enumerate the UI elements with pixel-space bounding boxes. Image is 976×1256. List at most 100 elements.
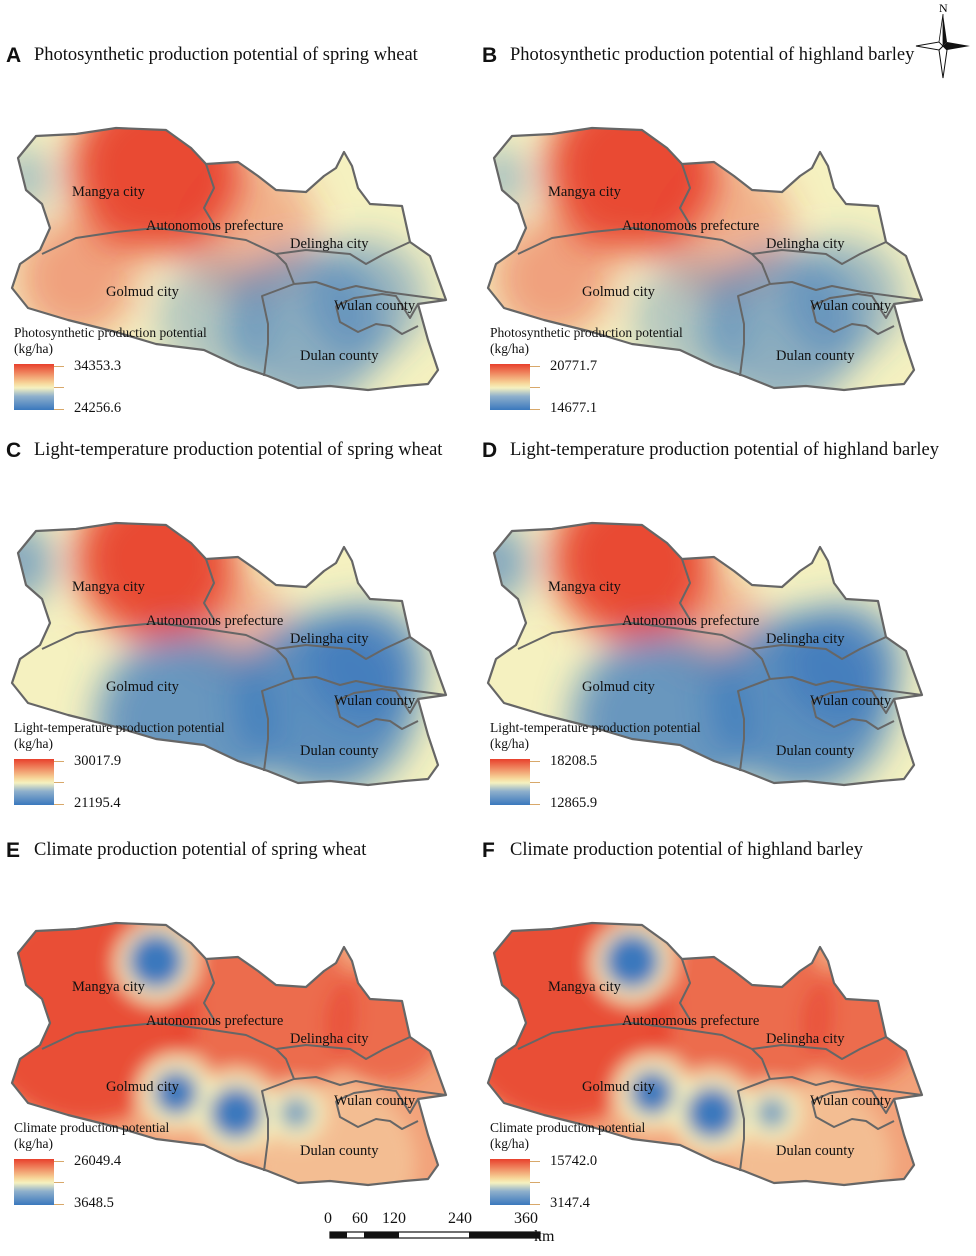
legend-tick	[54, 804, 64, 805]
region-label-delingha: Delingha city	[290, 1031, 369, 1047]
legend-max-value: 34353.3	[74, 358, 122, 374]
legend-min-value: 21195.4	[74, 795, 121, 811]
region-label-autonomous: Autonomous prefecture	[622, 1013, 759, 1029]
legend-tick	[530, 1161, 540, 1162]
legend-min-value: 14677.1	[550, 400, 598, 416]
region-label-delingha: Delingha city	[290, 236, 369, 252]
map-panel-d: D Light-temperature production potential …	[482, 439, 962, 849]
legend-max-value: 26049.4	[74, 1153, 122, 1169]
legend-unit: (kg/ha)	[490, 736, 529, 751]
region-label-autonomous: Autonomous prefecture	[146, 1013, 283, 1029]
map-panel-b: B Photosynthetic production potential of …	[482, 44, 962, 454]
legend-title-text: Climate production potential	[14, 1120, 170, 1135]
region-label-delingha: Delingha city	[766, 236, 845, 252]
legend-tick	[54, 1204, 64, 1205]
legend-tick	[530, 761, 540, 762]
panel-title: Photosynthetic production potential of h…	[510, 45, 915, 65]
legend-tick	[530, 782, 540, 783]
legend-tick	[54, 761, 64, 762]
legend-unit: (kg/ha)	[14, 341, 53, 356]
scale-label-360: 360	[514, 1210, 538, 1227]
region-map: Mangya city Autonomous prefecture Delingha…	[10, 521, 448, 787]
region-label-mangya: Mangya city	[548, 579, 622, 595]
region-label-golmud: Golmud city	[106, 284, 180, 300]
scale-unit: km	[534, 1228, 555, 1245]
legend-tick	[54, 409, 64, 410]
legend-tick	[54, 782, 64, 783]
scale-label-0: 0	[324, 1210, 332, 1227]
legend-tick	[54, 1182, 64, 1183]
panel-letter: C	[6, 439, 22, 462]
legend-max-value: 15742.0	[550, 1153, 598, 1169]
panel-letter: F	[482, 839, 495, 862]
region-label-golmud: Golmud city	[106, 679, 180, 695]
region-label-wulan: Wulan county	[810, 1093, 892, 1109]
legend-title-text: Photosynthetic production potential	[14, 325, 207, 340]
legend-min-value: 24256.6	[74, 400, 122, 416]
legend-tick	[530, 1204, 540, 1205]
region-map: Mangya city Autonomous prefecture Delingha…	[486, 921, 924, 1187]
legend-min-value: 12865.9	[550, 795, 598, 811]
legend-title: Light-temperature production potential (k…	[14, 720, 225, 752]
panel-letter: A	[6, 44, 22, 67]
legend-color-bar	[490, 1159, 530, 1205]
panel-letter: D	[482, 439, 498, 462]
panel-title: Climate production potential of spring w…	[34, 840, 367, 860]
legend-title-text: Light-temperature production potential	[490, 720, 701, 735]
region-label-wulan: Wulan county	[810, 693, 892, 709]
map-panel-a: A Photosynthetic production potential of …	[6, 44, 486, 454]
region-label-golmud: Golmud city	[582, 284, 656, 300]
region-label-dulan: Dulan county	[300, 1143, 379, 1159]
legend-title: Photosynthetic production potential (kg/h…	[14, 325, 207, 357]
region-label-mangya: Mangya city	[72, 579, 146, 595]
legend-min-value: 3648.5	[74, 1195, 114, 1211]
legend-title: Light-temperature production potential (k…	[490, 720, 701, 752]
scale-label-240: 240	[448, 1210, 472, 1227]
map-panel-f: F Climate production potential of highlan…	[482, 839, 962, 1249]
panel-letter: E	[6, 839, 21, 862]
legend-unit: (kg/ha)	[490, 341, 529, 356]
region-label-golmud: Golmud city	[582, 679, 656, 695]
region-map: Mangya city Autonomous prefecture Delingha…	[10, 921, 448, 1187]
panel-letter: B	[482, 44, 498, 67]
legend-tick	[54, 387, 64, 388]
north-label: N	[939, 1, 948, 15]
scale-label-60: 60	[352, 1210, 368, 1227]
region-label-mangya: Mangya city	[72, 184, 146, 200]
region-label-autonomous: Autonomous prefecture	[622, 613, 759, 629]
panel-title: Photosynthetic production potential of s…	[34, 45, 418, 65]
legend-max-value: 18208.5	[550, 753, 598, 769]
region-label-autonomous: Autonomous prefecture	[146, 218, 283, 234]
panel-title: Light-temperature production potential o…	[510, 440, 939, 460]
region-label-mangya: Mangya city	[72, 979, 146, 995]
legend-color-bar	[490, 364, 530, 410]
panel-title: Climate production potential of highland…	[510, 840, 863, 860]
region-label-mangya: Mangya city	[548, 979, 622, 995]
legend-tick	[54, 366, 64, 367]
legend-title-text: Photosynthetic production potential	[490, 325, 683, 340]
legend-unit: (kg/ha)	[14, 1136, 53, 1151]
region-label-dulan: Dulan county	[300, 743, 379, 759]
region-label-dulan: Dulan county	[776, 348, 855, 364]
legend-title: Climate production potential (kg/ha)	[490, 1120, 645, 1152]
region-label-autonomous: Autonomous prefecture	[622, 218, 759, 234]
legend-title-text: Light-temperature production potential	[14, 720, 225, 735]
legend-title: Photosynthetic production potential (kg/h…	[490, 325, 683, 357]
legend-tick	[54, 1161, 64, 1162]
legend-unit: (kg/ha)	[14, 736, 53, 751]
region-label-dulan: Dulan county	[776, 1143, 855, 1159]
region-label-mangya: Mangya city	[548, 184, 622, 200]
legend-title-text: Climate production potential	[490, 1120, 646, 1135]
region-label-dulan: Dulan county	[300, 348, 379, 364]
region-label-delingha: Delingha city	[766, 631, 845, 647]
north-arrow-icon: N	[910, 0, 976, 80]
legend-color-bar	[14, 759, 54, 805]
map-panel-e: E Climate production potential of spring …	[6, 839, 486, 1249]
legend-tick	[530, 387, 540, 388]
region-map: Mangya city Autonomous prefecture Delingha…	[486, 521, 924, 787]
region-label-wulan: Wulan county	[810, 298, 892, 314]
legend-max-value: 20771.7	[550, 358, 598, 374]
region-label-wulan: Wulan county	[334, 1093, 416, 1109]
region-label-golmud: Golmud city	[582, 1079, 656, 1095]
region-label-autonomous: Autonomous prefecture	[146, 613, 283, 629]
